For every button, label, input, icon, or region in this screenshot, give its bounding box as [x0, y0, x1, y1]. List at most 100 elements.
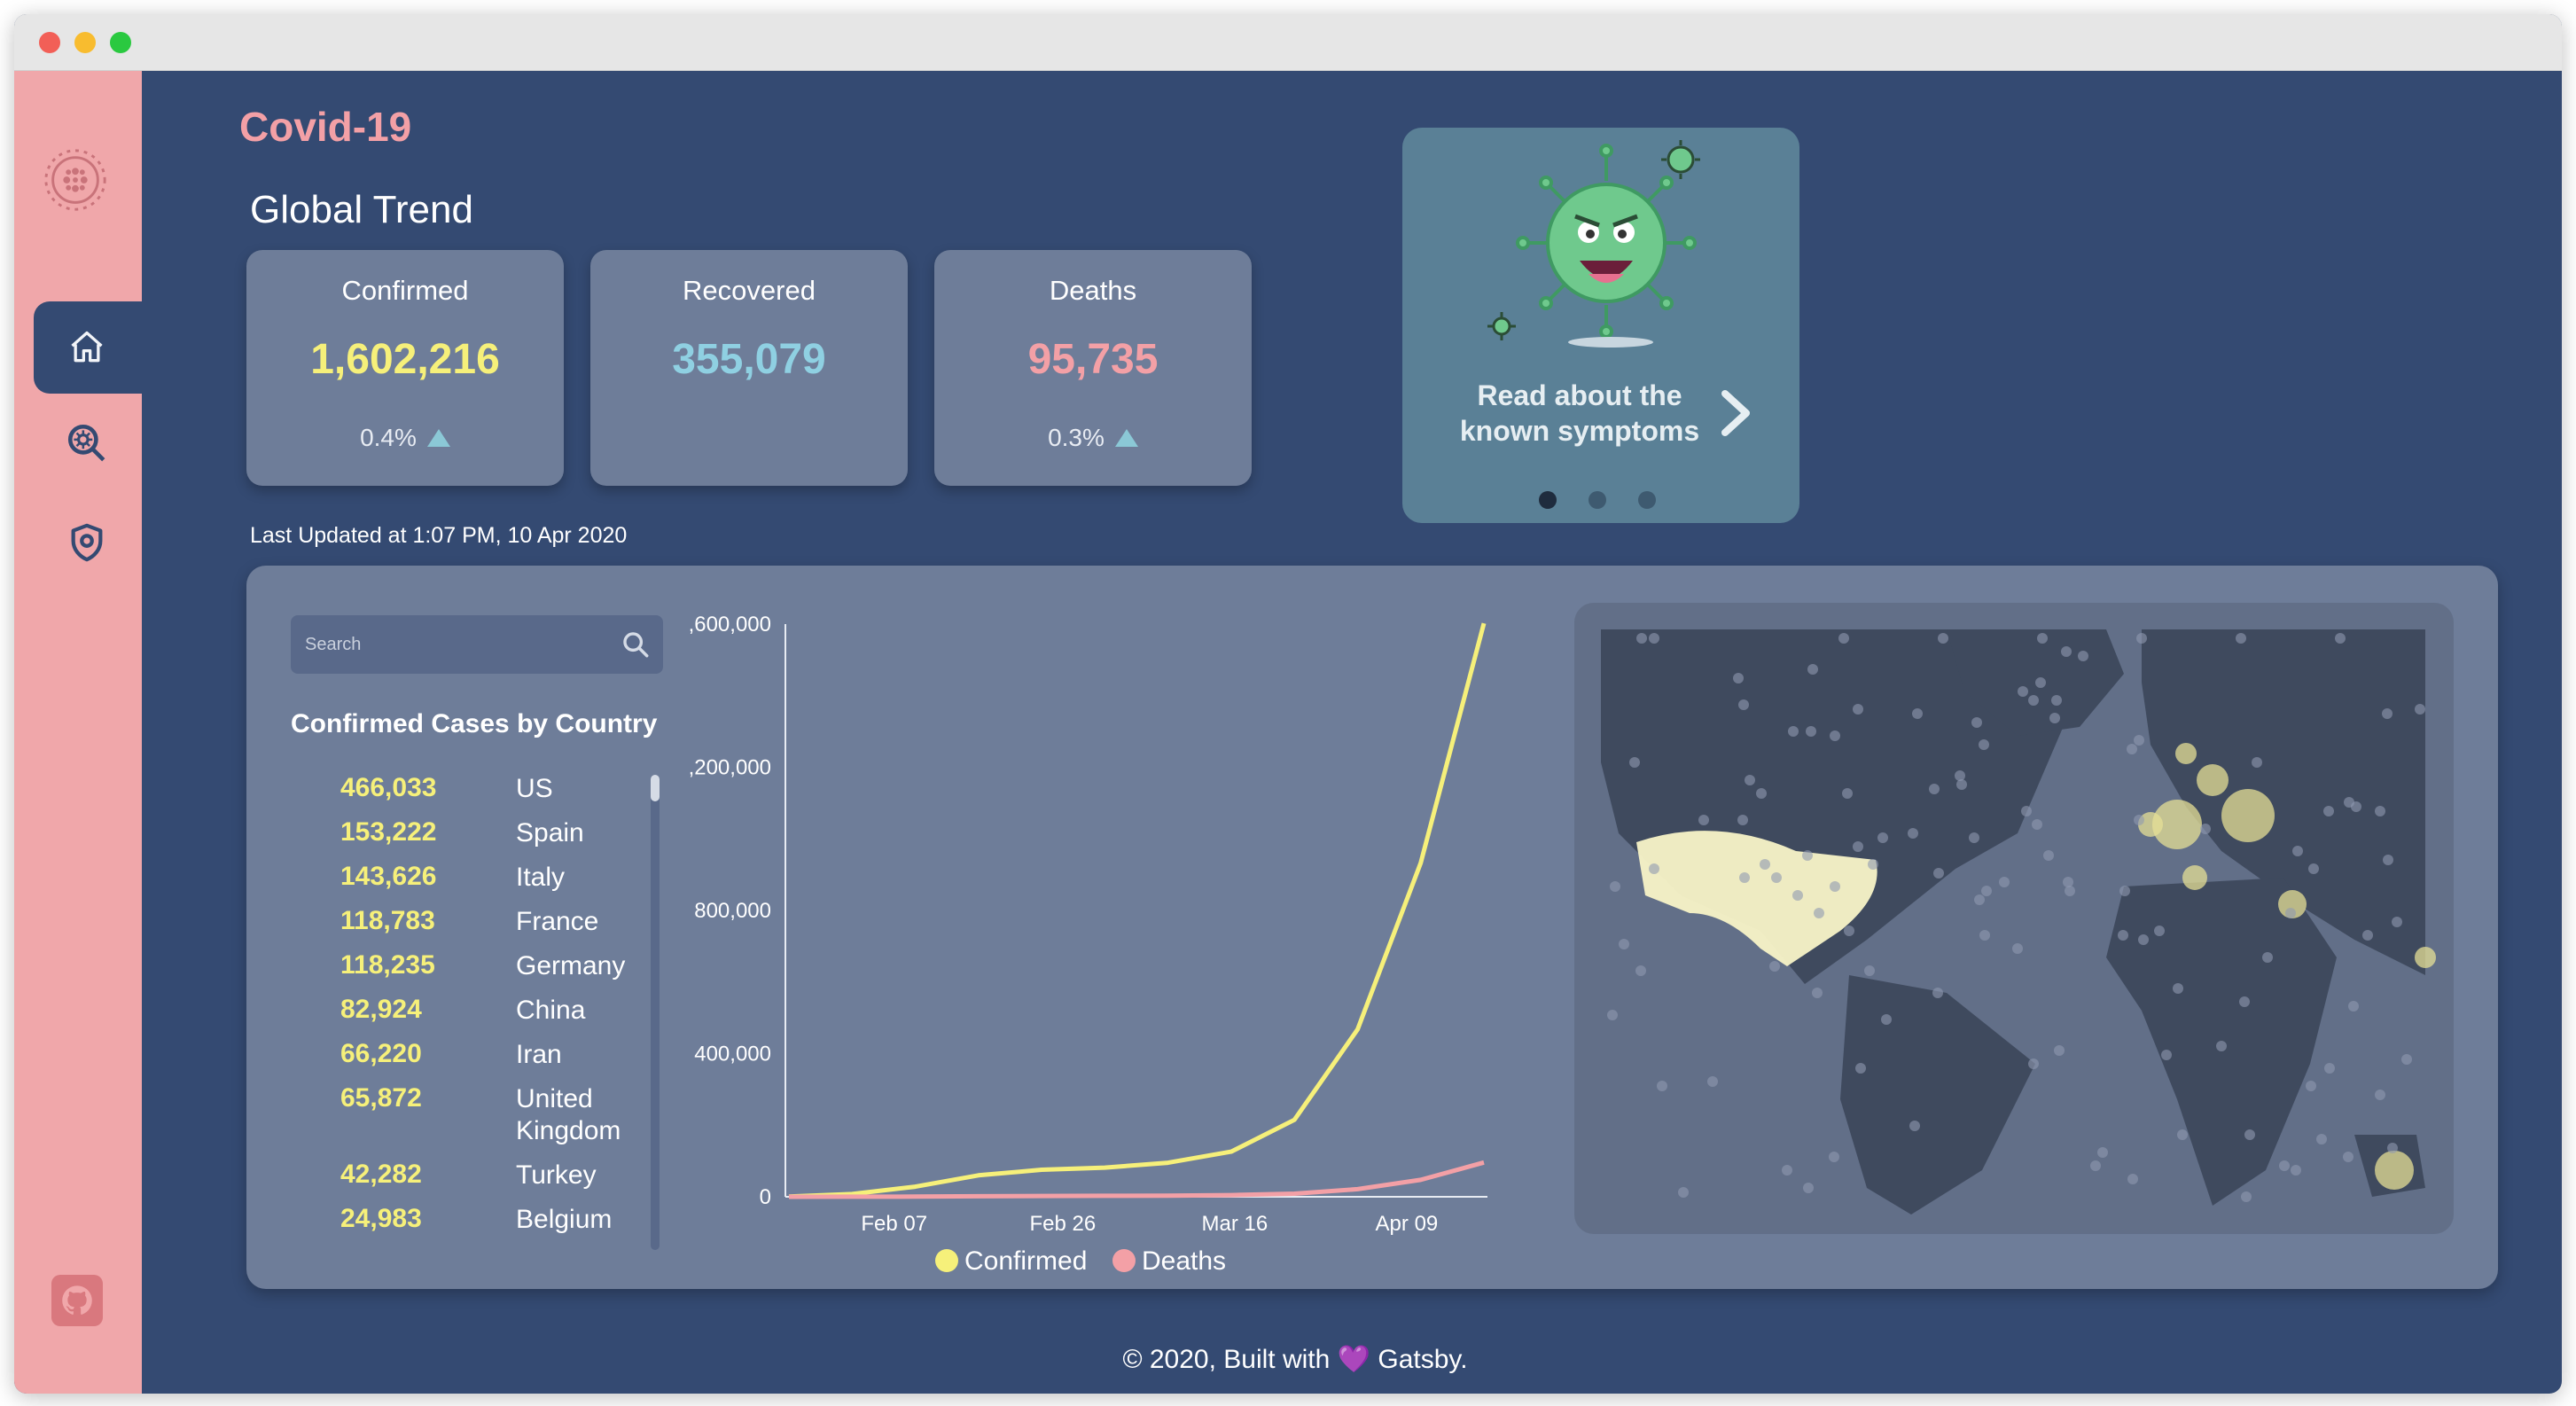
location-dot [1792, 890, 1803, 901]
location-dot [2061, 646, 2072, 657]
card-label: Confirmed [341, 275, 469, 306]
search-box [291, 615, 663, 674]
last-updated: Last Updated at 1:07 PM, 10 Apr 2020 [250, 523, 628, 548]
location-dot [2239, 996, 2250, 1007]
search-input[interactable] [291, 615, 610, 674]
carousel-dot-3[interactable] [1638, 491, 1656, 509]
x-tick-label: Feb 26 [1029, 1212, 1096, 1236]
close-window-button[interactable] [39, 32, 60, 53]
carousel-dot-2[interactable] [1589, 491, 1606, 509]
location-dot [1938, 633, 1948, 644]
github-icon[interactable] [51, 1275, 103, 1326]
location-dot [1929, 784, 1940, 794]
location-dot [1999, 877, 2010, 887]
location-dot [2292, 846, 2303, 856]
carousel-dot-1[interactable] [1539, 491, 1557, 509]
location-dot [1649, 633, 1659, 644]
location-dot [2134, 735, 2144, 746]
location-dot [1649, 863, 1659, 874]
x-tick-label: Feb 07 [861, 1212, 927, 1236]
symptoms-link[interactable]: Read about the known symptoms [1402, 378, 1757, 449]
outbreak-bubble [2221, 789, 2275, 842]
card-change: 0.4% [246, 424, 564, 452]
country-name: Italy [516, 863, 566, 892]
location-dot [1855, 1063, 1866, 1074]
country-name: Turkey [516, 1160, 597, 1190]
country-name: Spain [516, 818, 584, 848]
location-dot [1868, 859, 1878, 870]
world-map[interactable] [1574, 603, 2454, 1234]
location-dot [1807, 664, 1818, 675]
location-dot [2285, 908, 2296, 918]
browser-window: Covid-19 Global Trend Confirmed 1,602,21… [14, 14, 2562, 1394]
shield-icon[interactable] [60, 516, 113, 569]
location-dot [1812, 988, 1823, 998]
location-dot [1912, 708, 1923, 719]
location-dot [2291, 1165, 2301, 1176]
chevron-right-icon[interactable] [1718, 388, 1753, 438]
location-dot [1932, 988, 1943, 998]
location-dot [2021, 806, 2032, 816]
location-dot [1853, 704, 1863, 715]
location-dot [2161, 1050, 2172, 1060]
minimize-window-button[interactable] [74, 32, 96, 53]
symptoms-carousel[interactable]: Read about the known symptoms [1402, 128, 1799, 523]
search-icon[interactable] [621, 629, 651, 660]
location-dot [1803, 1183, 1814, 1193]
location-dot [2138, 934, 2149, 945]
location-dot [2236, 633, 2246, 644]
location-dot [1979, 930, 1990, 941]
trend-up-icon [1114, 429, 1138, 447]
y-tick-label: 1,200,000 [690, 756, 771, 780]
small-virus-icon [1661, 140, 1700, 179]
card-value: 1,602,216 [310, 336, 500, 383]
card-value: 355,079 [672, 336, 826, 383]
location-dot [1881, 1014, 1892, 1025]
location-dot [2375, 1090, 2385, 1100]
location-dot [1864, 965, 1875, 976]
location-dot [2177, 1129, 2188, 1140]
country-count: 24,983 [340, 1204, 422, 1233]
location-dot [1908, 828, 1918, 839]
virus-search-icon[interactable] [60, 417, 113, 470]
home-icon[interactable] [60, 321, 113, 374]
footer-suffix: Gatsby. [1378, 1345, 1468, 1374]
location-dot [1739, 872, 1750, 883]
location-dot [2401, 1054, 2412, 1065]
location-dot [2200, 824, 2211, 834]
location-dot [2043, 850, 2054, 861]
x-tick-label: Apr 09 [1376, 1212, 1439, 1236]
country-list-title: Confirmed Cases by Country [291, 709, 658, 738]
location-dot [1788, 726, 1799, 737]
location-dot [1853, 841, 1863, 852]
location-dot [1635, 965, 1646, 976]
location-dot [1782, 1165, 1792, 1176]
location-dot [2262, 952, 2273, 963]
small-virus-icon [1487, 312, 1516, 340]
maximize-window-button[interactable] [110, 32, 131, 53]
outbreak-bubble [2197, 764, 2229, 796]
footer-prefix: © 2020, Built with [1122, 1345, 1331, 1374]
list-scrollbar-thumb[interactable] [651, 775, 660, 801]
card-change-value: 0.3% [1048, 424, 1105, 451]
location-dot [2375, 806, 2385, 816]
location-dot [2049, 713, 2060, 723]
country-count: 42,282 [340, 1160, 422, 1189]
deaths-card: Deaths 95,735 0.3% [934, 250, 1252, 486]
virus-logo-icon[interactable] [41, 145, 110, 215]
location-dot [2090, 1160, 2101, 1171]
card-value: 95,735 [1027, 336, 1159, 383]
location-dot [1607, 1010, 1618, 1020]
location-dot [2279, 1160, 2290, 1171]
list-scrollbar[interactable] [651, 775, 660, 1250]
location-dot [2063, 877, 2073, 887]
location-dot [1844, 926, 1854, 936]
location-dot [1707, 1076, 1718, 1087]
outbreak-bubble [2175, 743, 2197, 764]
location-dot [2028, 695, 2039, 706]
location-dot [2348, 1001, 2359, 1012]
y-tick-label: 0 [760, 1185, 771, 1209]
location-dot [1979, 739, 1989, 750]
location-dot [1933, 868, 1944, 879]
outbreak-bubble [2278, 890, 2307, 918]
